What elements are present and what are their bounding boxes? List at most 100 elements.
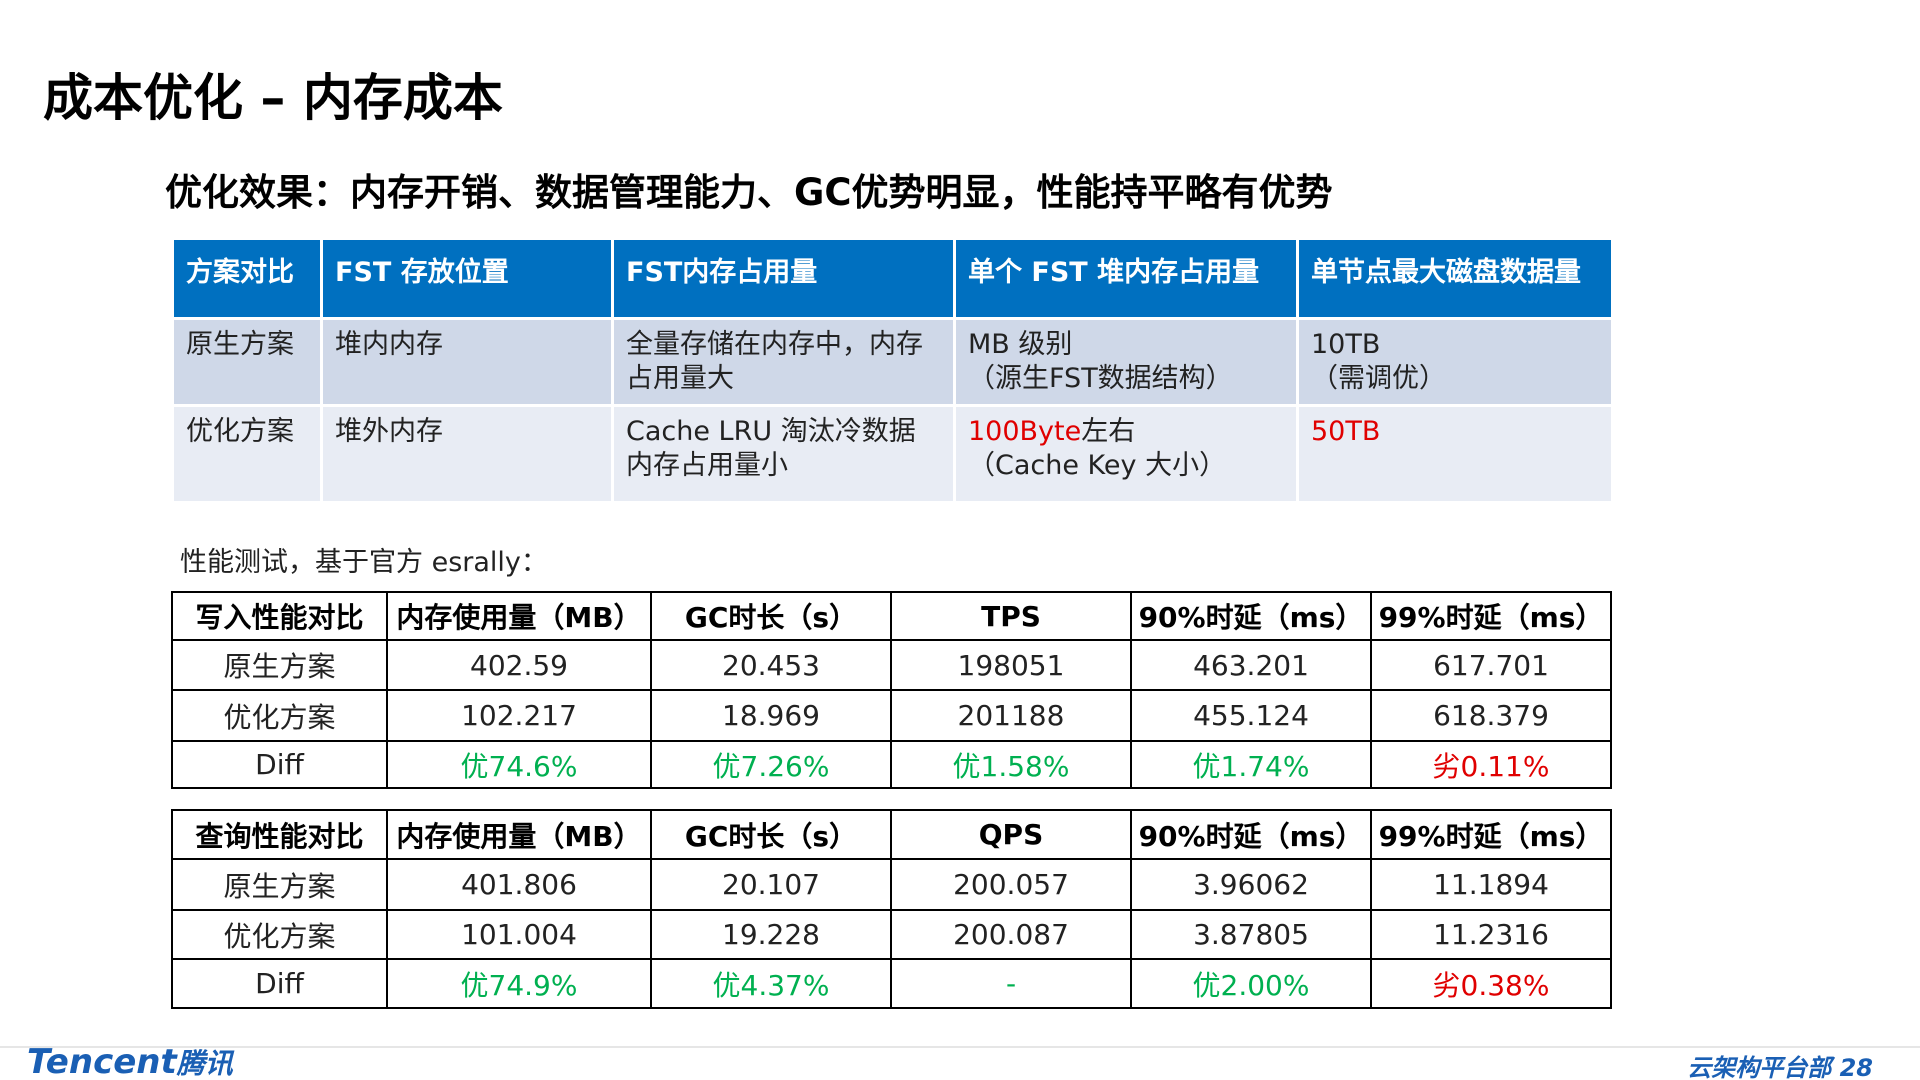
cell: 优7.26%	[650, 740, 892, 789]
cell: 全量存储在内存中，内存占用量大	[611, 317, 956, 407]
header-cell: 90%时延（ms）	[1130, 809, 1372, 860]
header-cell: 内存使用量（MB）	[386, 809, 652, 860]
cell: 50TB	[1296, 404, 1614, 504]
header-row: 写入性能对比 内存使用量（MB） GC时长（s） TPS 90%时延（ms） 99%时延（…	[171, 591, 1612, 641]
footer-line	[0, 1046, 1920, 1048]
cell: Diff	[171, 740, 388, 789]
cell-line: 堆内内存	[335, 329, 443, 360]
header-row: 方案对比 FST 存放位置 FST内存占用量 单个 FST 堆内存占用量 单节点最大磁盘…	[171, 237, 1614, 320]
cell-line: 50TB	[1311, 415, 1599, 449]
cell-line: 全量存储在内存中，内存占用量大	[626, 329, 923, 394]
cell: 堆内内存	[320, 317, 614, 407]
cell: 优1.58%	[890, 740, 1132, 789]
cell: 10TB （需调优）	[1296, 317, 1614, 407]
header-cell: 单节点最大磁盘数据量	[1296, 237, 1614, 320]
row: 原生方案 堆内内存 全量存储在内存中，内存占用量大 MB 级别 （源生FST数据结构） 1…	[171, 317, 1614, 407]
logo-text: Tencent	[27, 1042, 177, 1080]
row: 优化方案 101.004 19.228 200.087 3.87805 11.2316	[171, 909, 1612, 960]
cell: 优化方案	[171, 689, 388, 742]
subtitle: 优化效果：内存开销、数据管理能力、GC优势明显，性能持平略有优势	[165, 171, 1333, 214]
header-cell: FST内存占用量	[611, 237, 956, 320]
cell: 102.217	[386, 689, 652, 742]
cell: 200.057	[890, 858, 1132, 911]
cell: MB 级别 （源生FST数据结构）	[953, 317, 1299, 407]
cell: 原生方案	[171, 639, 388, 691]
cell: 劣0.38%	[1370, 958, 1612, 1009]
cell: 11.1894	[1370, 858, 1612, 911]
logo: Tencent腾讯	[27, 1042, 233, 1080]
cell: 原生方案	[171, 858, 388, 911]
header-cell: 方案对比	[171, 237, 323, 320]
cell-line: Cache LRU 淘汰冷数据	[626, 416, 916, 447]
cell: 200.087	[890, 909, 1132, 960]
text-run: 左右	[1081, 416, 1136, 447]
logo-cn: 腾讯	[176, 1047, 233, 1080]
row: Diff 优74.6% 优7.26% 优1.58% 优1.74% 劣0.11%	[171, 740, 1612, 789]
cell: 101.004	[386, 909, 652, 960]
cell: 优1.74%	[1130, 740, 1372, 789]
row: Diff 优74.9% 优4.37% - 优2.00% 劣0.38%	[171, 958, 1612, 1009]
header-cell: 90%时延（ms）	[1130, 591, 1372, 641]
header-cell: GC时长（s）	[650, 591, 892, 641]
cell: 3.96062	[1130, 858, 1372, 911]
cell: 455.124	[1130, 689, 1372, 742]
header-cell: 查询性能对比	[171, 809, 388, 860]
cell: 20.107	[650, 858, 892, 911]
cell: 优4.37%	[650, 958, 892, 1009]
cell: 11.2316	[1370, 909, 1612, 960]
cell-line: 堆外内存	[335, 416, 443, 447]
header-cell: 单个 FST 堆内存占用量	[953, 237, 1299, 320]
header-row: 查询性能对比 内存使用量（MB） GC时长（s） QPS 90%时延（ms） 99%时延（…	[171, 809, 1612, 860]
cell-line: （需调优）	[1311, 363, 1446, 394]
cell: 19.228	[650, 909, 892, 960]
query-table: 查询性能对比 内存使用量（MB） GC时长（s） QPS 90%时延（ms） 99%时延（…	[171, 809, 1612, 1009]
cell: 堆外内存	[320, 404, 614, 504]
cell-line: 内存占用量小	[626, 450, 788, 481]
cell: 463.201	[1130, 639, 1372, 691]
note: 性能测试，基于官方 esrally：	[180, 547, 548, 578]
cell-line: （源生FST数据结构）	[968, 363, 1233, 394]
cell: 201188	[890, 689, 1132, 742]
header-cell: 99%时延（ms）	[1370, 591, 1612, 641]
cell: 20.453	[650, 639, 892, 691]
title: 成本优化 – 内存成本	[43, 69, 503, 127]
row: 原生方案 401.806 20.107 200.057 3.96062 11.1894	[171, 858, 1612, 911]
text-run: 100Byte	[968, 416, 1082, 447]
cell: Diff	[171, 958, 388, 1009]
cell: 优化方案	[171, 404, 323, 504]
cell: 3.87805	[1130, 909, 1372, 960]
header-cell: TPS	[890, 591, 1132, 641]
cell: 401.806	[386, 858, 652, 911]
text-run: 50TB	[1311, 416, 1381, 447]
row: 优化方案 堆外内存 Cache LRU 淘汰冷数据 内存占用量小 100Byte左右 （C…	[171, 404, 1614, 504]
cell: 402.59	[386, 639, 652, 691]
cell: 18.969	[650, 689, 892, 742]
cell-line: 优化方案	[186, 416, 294, 447]
cell-line: （Cache Key 大小）	[968, 450, 1227, 481]
department: 云架构平台部 28	[1687, 1048, 1873, 1080]
cell-line: 原生方案	[186, 329, 294, 360]
header-cell: GC时长（s）	[650, 809, 892, 860]
comparison-table: 方案对比 FST 存放位置 FST内存占用量 单个 FST 堆内存占用量 单节点最大磁盘…	[171, 237, 1614, 504]
cell: 100Byte左右 （Cache Key 大小）	[953, 404, 1299, 504]
cell: 优74.9%	[386, 958, 652, 1009]
row: 原生方案 402.59 20.453 198051 463.201 617.701	[171, 639, 1612, 691]
cell: 618.379	[1370, 689, 1612, 742]
cell: 优化方案	[171, 909, 388, 960]
header-cell: 内存使用量（MB）	[386, 591, 652, 641]
header-cell: 99%时延（ms）	[1370, 809, 1612, 860]
write-table: 写入性能对比 内存使用量（MB） GC时长（s） TPS 90%时延（ms） 99%时延（…	[171, 591, 1612, 789]
row: 优化方案 102.217 18.969 201188 455.124 618.379	[171, 689, 1612, 742]
department-name: 云架构平台部	[1687, 1054, 1832, 1080]
cell: 优2.00%	[1130, 958, 1372, 1009]
cell: 617.701	[1370, 639, 1612, 691]
cell-line: MB 级别	[968, 329, 1073, 360]
cell-line: 100Byte左右	[968, 415, 1284, 449]
cell: 劣0.11%	[1370, 740, 1612, 789]
cell: -	[890, 958, 1132, 1009]
header-cell: 写入性能对比	[171, 591, 388, 641]
page-number: 28	[1839, 1054, 1873, 1080]
cell-line: 10TB	[1311, 329, 1381, 360]
cell: Cache LRU 淘汰冷数据 内存占用量小	[611, 404, 956, 504]
cell: 优74.6%	[386, 740, 652, 789]
